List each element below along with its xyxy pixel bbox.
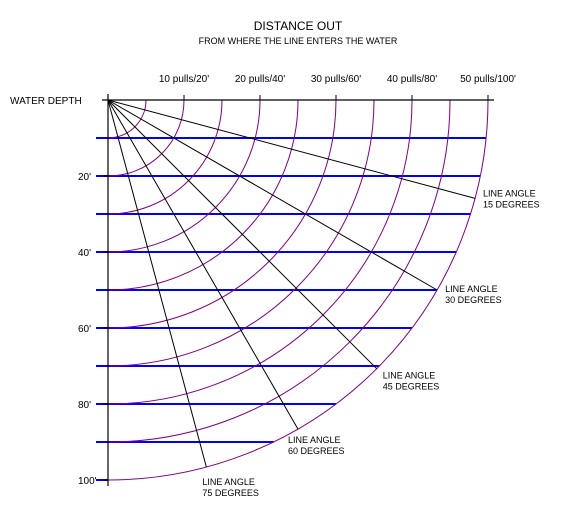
top-axis-subtitle: FROM WHERE THE LINE ENTERS THE WATER — [199, 36, 398, 46]
x-tick-label: 50 pulls/100' — [460, 74, 516, 85]
angle-label-line1: LINE ANGLE — [288, 435, 341, 445]
y-tick-label: 40' — [78, 248, 91, 259]
chart-container: { "chart": { "type": "polar-quadrant", "… — [0, 0, 572, 528]
y-tick-label: 100' — [78, 476, 97, 487]
angle-label-line1: LINE ANGLE — [483, 188, 536, 198]
angle-label-line2: 45 DEGREES — [383, 382, 440, 392]
angle-label-line2: 15 DEGREES — [483, 199, 540, 209]
x-tick-label: 40 pulls/80' — [387, 74, 437, 85]
y-tick-label: 80' — [78, 400, 91, 411]
y-axis-title: WATER DEPTH — [10, 96, 82, 107]
angle-label-line1: LINE ANGLE — [202, 477, 255, 487]
angle-label-line2: 75 DEGREES — [202, 488, 259, 498]
x-tick-label: 20 pulls/40' — [235, 74, 285, 85]
top-axis-title: DISTANCE OUT — [254, 19, 343, 33]
y-tick-label: 60' — [78, 324, 91, 335]
line-angle-depth-chart: DISTANCE OUT FROM WHERE THE LINE ENTERS T… — [0, 0, 572, 528]
y-tick-label: 20' — [78, 172, 91, 183]
x-tick-label: 10 pulls/20' — [159, 74, 209, 85]
angle-label-line2: 30 DEGREES — [445, 295, 502, 305]
angle-label-line1: LINE ANGLE — [445, 284, 498, 294]
angle-label-line2: 60 DEGREES — [288, 446, 345, 456]
x-tick-label: 30 pulls/60' — [311, 74, 361, 85]
angle-label-line1: LINE ANGLE — [383, 371, 436, 381]
